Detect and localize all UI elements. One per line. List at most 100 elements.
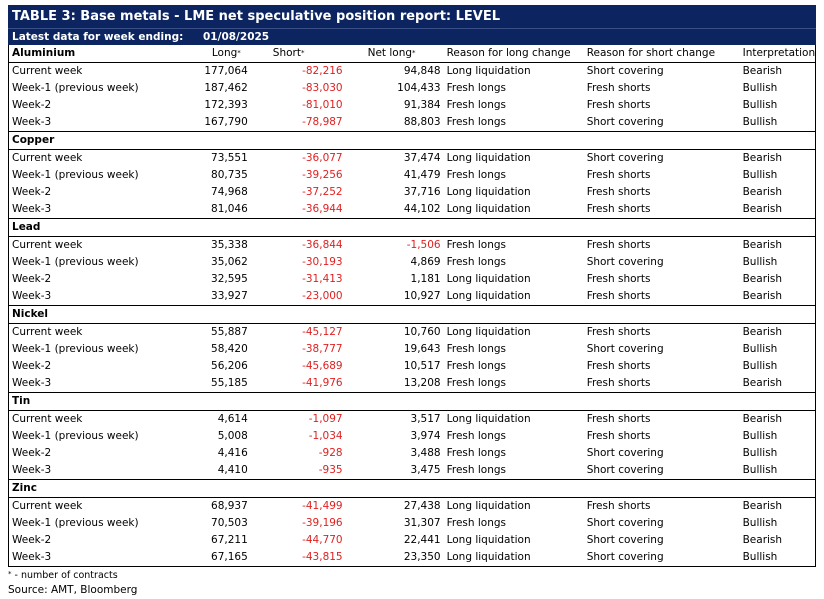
short-value: -45,127 <box>250 323 346 341</box>
short-value: -83,030 <box>302 82 343 94</box>
col-header-reason-long: Reason for long change <box>446 47 571 59</box>
reason-long: Long liquidation <box>443 149 584 167</box>
row-label: Week-3 <box>12 290 52 302</box>
reason-short: Fresh shorts <box>583 410 740 428</box>
metal-header-filler <box>155 131 816 150</box>
reason-short: Fresh shorts <box>586 360 651 372</box>
row-label: Week-2 <box>12 360 52 372</box>
interpretation: Bearish <box>739 323 816 341</box>
interpretation: Bullish <box>742 464 778 476</box>
net-long-value: 10,927 <box>403 290 441 302</box>
reason-long: Fresh longs <box>446 99 506 111</box>
reason-long: Fresh longs <box>446 464 506 476</box>
row-label: Week-2 <box>12 273 52 285</box>
interpretation: Bearish <box>742 203 783 215</box>
latest-data-date: 01/08/2025 <box>203 31 270 43</box>
net-long-value: 4,869 <box>410 256 441 268</box>
row-label: Week-1 (previous week) <box>12 517 139 529</box>
reason-short: Fresh shorts <box>586 186 651 198</box>
reason-long: Long liquidation <box>446 186 531 198</box>
row-label: Week-3 <box>12 116 52 128</box>
metal-header-row: Tin <box>8 392 816 411</box>
reason-short: Short covering <box>586 256 664 268</box>
interpretation: Bearish <box>742 273 783 285</box>
short-value: -39,196 <box>302 517 343 529</box>
long-value: 5,008 <box>217 430 248 442</box>
metal-header-row: Aluminium Long* Short* Net long* Reason for … <box>9 45 816 63</box>
long-value: 58,420 <box>211 343 248 355</box>
reason-short: Fresh shorts <box>583 323 740 341</box>
net-long-value: 13,208 <box>403 377 441 389</box>
interpretation: Bullish <box>742 517 778 529</box>
net-long-value: 3,488 <box>410 447 441 459</box>
net-long-value: 37,474 <box>345 149 444 167</box>
reason-short: Short covering <box>583 62 740 80</box>
table-row: Current week 35,338 -36,844 -1,506 Fresh lon… <box>8 236 816 254</box>
net-long-value: 31,307 <box>403 517 441 529</box>
table-row: Week-1 (previous week) 58,420 -38,777 19,64… <box>9 341 816 358</box>
long-value: 187,462 <box>204 82 248 94</box>
net-long-value: 3,475 <box>410 464 441 476</box>
reason-long: Fresh longs <box>446 517 506 529</box>
metal-name: Lead <box>8 218 156 237</box>
reason-long: Fresh longs <box>446 82 506 94</box>
table-row: Week-1 (previous week) 35,062 -30,193 4,869… <box>9 254 816 271</box>
interpretation: Bearish <box>742 290 783 302</box>
short-value: -30,193 <box>302 256 343 268</box>
net-long-value: 104,433 <box>397 82 441 94</box>
net-long-value: 94,848 <box>345 62 444 80</box>
row-label: Week-1 (previous week) <box>12 430 139 442</box>
interpretation: Bearish <box>742 186 783 198</box>
long-value: 4,416 <box>217 447 248 459</box>
table-row: Week-1 (previous week) 187,462 -83,030 104,… <box>9 80 816 97</box>
reason-short: Fresh shorts <box>586 82 651 94</box>
interpretation: Bearish <box>742 534 783 546</box>
table-row: Week-2 4,416 -928 3,488 Fresh longs Short cov… <box>9 445 816 462</box>
reason-short: Fresh shorts <box>586 273 651 285</box>
row-label: Week-1 (previous week) <box>12 343 139 355</box>
latest-data-label: Latest data for week ending: <box>12 31 184 43</box>
net-long-value: 41,479 <box>403 169 441 181</box>
footnote-star: * <box>8 570 12 578</box>
interpretation: Bullish <box>742 360 778 372</box>
interpretation: Bullish <box>742 256 778 268</box>
long-value: 177,064 <box>155 62 251 80</box>
long-value: 80,735 <box>211 169 248 181</box>
col-header-long: Long* <box>211 47 241 59</box>
reason-long: Fresh longs <box>446 360 506 372</box>
long-value: 68,937 <box>155 497 251 515</box>
reason-long: Long liquidation <box>443 549 584 567</box>
short-value: -31,413 <box>302 273 343 285</box>
long-value: 81,046 <box>211 203 248 215</box>
metal-header-row: Copper <box>8 131 816 150</box>
row-label: Week-2 <box>12 447 52 459</box>
interpretation: Bullish <box>739 549 816 567</box>
table-row: Week-3 81,046 -36,944 44,102 Long liquidatio… <box>9 201 816 219</box>
row-label: Week-3 <box>12 203 52 215</box>
short-value: -36,944 <box>302 203 343 215</box>
net-long-value: 23,350 <box>345 549 444 567</box>
net-long-value: 88,803 <box>403 116 441 128</box>
short-value: -82,216 <box>250 62 346 80</box>
short-value: -41,499 <box>250 497 346 515</box>
metal-header-row: Zinc <box>8 479 816 498</box>
table-row: Week-3 33,927 -23,000 10,927 Long liquidatio… <box>9 288 816 306</box>
short-value: -78,987 <box>302 116 343 128</box>
short-value: -1,097 <box>250 410 346 428</box>
table-row: Week-2 32,595 -31,413 1,181 Long liquidation… <box>9 271 816 288</box>
reason-short: Fresh shorts <box>586 169 651 181</box>
reason-short: Short covering <box>586 447 664 459</box>
reason-short: Short covering <box>586 116 664 128</box>
reason-short: Short covering <box>586 517 664 529</box>
table-row: Current week 177,064 -82,216 94,848 Long liq… <box>8 62 816 80</box>
interpretation: Bullish <box>742 430 778 442</box>
reason-long: Long liquidation <box>443 410 584 428</box>
short-value: -81,010 <box>302 99 343 111</box>
net-long-value: 19,643 <box>403 343 441 355</box>
interpretation: Bullish <box>742 343 778 355</box>
positions-table: Aluminium Long* Short* Net long* Reason for … <box>8 45 816 567</box>
row-label: Week-1 (previous week) <box>12 256 139 268</box>
table-row: Current week 68,937 -41,499 27,438 Long liqu… <box>8 497 816 515</box>
net-long-value: 10,760 <box>345 323 444 341</box>
row-label: Week-3 <box>12 377 52 389</box>
